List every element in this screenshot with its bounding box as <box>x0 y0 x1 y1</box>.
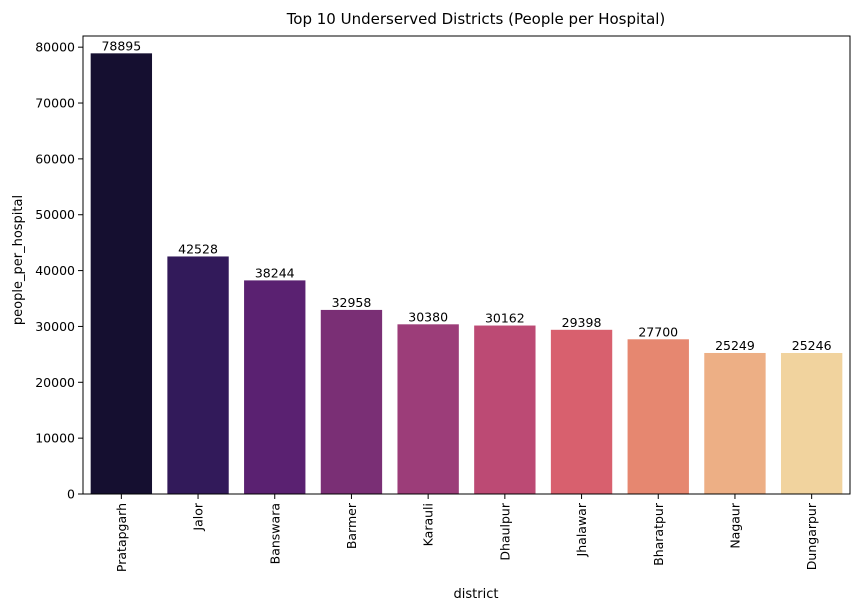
plot-frame <box>82 35 851 495</box>
bar-jhalawar <box>550 329 613 494</box>
y-tick-label: 40000 <box>35 263 75 278</box>
x-tick-label-barmer: Barmer <box>344 502 359 549</box>
bar-dhaulpur <box>474 325 536 494</box>
y-axis-label: people_per_hospital <box>11 195 26 325</box>
data-label-karauli: 30380 <box>408 309 448 324</box>
y-tick-label: 50000 <box>35 207 75 222</box>
x-tick-label-dungarpur: Dungarpur <box>804 502 819 570</box>
x-tick-label-jalor: Jalor <box>191 502 206 531</box>
data-label-jhalawar: 29398 <box>562 315 602 330</box>
y-tick-label: 20000 <box>35 375 75 390</box>
bar-nagaur <box>704 352 766 494</box>
bar-jalor <box>167 256 229 494</box>
data-label-nagaur: 25249 <box>715 338 755 353</box>
x-tick-label-bharatpur: Bharatpur <box>651 502 666 566</box>
x-tick-label-jhalawar: Jhalawar <box>574 502 589 557</box>
y-tick-label: 30000 <box>35 319 75 334</box>
x-tick-label-pratapgarh: Pratapgarh <box>114 503 129 572</box>
y-tick-label: 10000 <box>35 431 75 446</box>
data-label-dungarpur: 25246 <box>792 338 832 353</box>
x-tick-label-banswara: Banswara <box>267 503 282 564</box>
y-tick-label: 60000 <box>35 151 75 166</box>
bar-barmer <box>320 309 383 494</box>
y-tick-label: 70000 <box>35 96 75 111</box>
x-axis-label: district <box>454 587 499 602</box>
bar-bharatpur <box>627 339 689 494</box>
chart-title: Top 10 Underserved Districts (People per… <box>286 10 666 28</box>
data-label-dhaulpur: 30162 <box>485 311 525 326</box>
data-label-banswara: 38244 <box>255 265 295 280</box>
bar-karauli <box>397 324 459 494</box>
data-label-barmer: 32958 <box>332 295 372 310</box>
bar-banswara <box>244 280 306 494</box>
bar-pratapgarh <box>90 53 153 494</box>
bar-dungarpur <box>780 352 843 494</box>
x-tick-label-dhaulpur: Dhaulpur <box>497 502 512 560</box>
data-label-pratapgarh: 78895 <box>101 38 141 53</box>
y-tick-label: 80000 <box>35 40 75 55</box>
data-label-jalor: 42528 <box>178 241 218 256</box>
x-tick-label-karauli: Karauli <box>421 503 436 546</box>
data-label-bharatpur: 27700 <box>638 324 678 339</box>
x-tick-label-nagaur: Nagaur <box>727 502 742 549</box>
y-tick-label: 0 <box>67 487 75 502</box>
plot-area: 78895 Pratapgarh 42528 Jalor 38244 Banswara 32… <box>35 35 851 572</box>
